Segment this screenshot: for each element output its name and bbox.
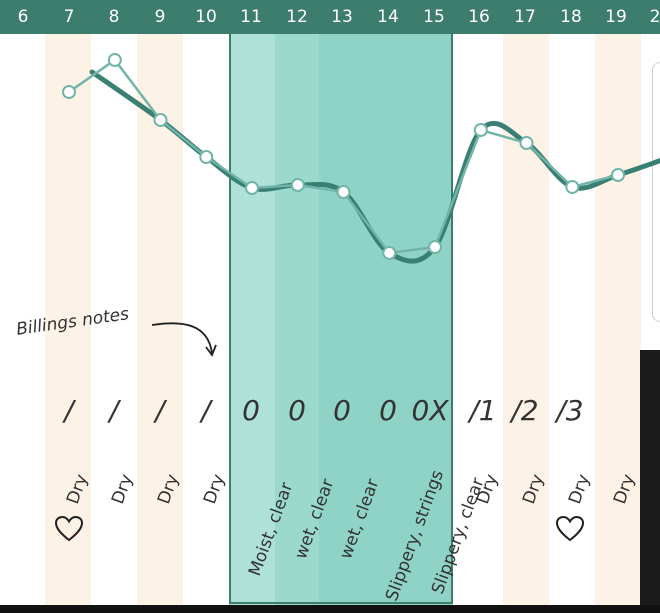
data-point-day-7[interactable]	[62, 85, 76, 99]
score-day-15: 0X	[411, 394, 449, 427]
day-8[interactable]: 8	[108, 7, 120, 27]
data-point-day-11[interactable]	[245, 181, 259, 195]
stripe-day-11	[229, 34, 275, 605]
data-points	[62, 53, 625, 260]
data-point-day-13[interactable]	[336, 185, 351, 199]
day-20-partial[interactable]: 2	[649, 7, 660, 27]
day-18[interactable]: 18	[560, 7, 582, 27]
data-point-day-12[interactable]	[290, 178, 305, 192]
stripe-day-7	[45, 34, 91, 605]
data-point-day-9[interactable]	[153, 113, 168, 127]
score-day-18: /3	[556, 394, 584, 427]
day-14[interactable]: 14	[377, 7, 399, 27]
day-header: 6 7 8 9 10 11 12 13 14 15 16 17 18 19 2	[0, 0, 660, 34]
stripe-day-12	[275, 34, 321, 605]
curved-arrow-icon	[151, 322, 217, 357]
device-edge	[640, 350, 660, 613]
day-7[interactable]: 7	[63, 7, 75, 27]
day-13[interactable]: 13	[331, 7, 353, 27]
day-19[interactable]: 19	[605, 7, 627, 27]
score-day-7: /	[64, 394, 74, 427]
data-point-day-14[interactable]	[382, 246, 397, 260]
data-point-day-17[interactable]	[519, 136, 534, 150]
raw-data-line	[68, 58, 619, 255]
day-16[interactable]: 16	[468, 7, 490, 27]
heart-icon[interactable]	[555, 514, 585, 544]
day-12[interactable]: 12	[286, 7, 308, 27]
day-6[interactable]: 6	[17, 7, 29, 27]
score-day-9: /	[155, 394, 165, 427]
data-point-day-16[interactable]	[473, 123, 488, 137]
day-10[interactable]: 10	[195, 7, 217, 27]
smooth-trend-line	[89, 69, 660, 264]
stripe-days-13-15	[319, 34, 453, 605]
score-day-10: /	[201, 394, 211, 427]
data-point-day-19[interactable]	[611, 168, 625, 182]
score-day-12: 0	[288, 394, 306, 427]
day-9[interactable]: 9	[154, 7, 166, 27]
score-day-11: 0	[242, 394, 260, 427]
score-day-13: 0	[333, 394, 351, 427]
data-point-day-18[interactable]	[565, 180, 580, 194]
day-11[interactable]: 11	[240, 7, 262, 27]
score-day-17: /2	[511, 394, 539, 427]
stripe-day-19	[595, 34, 641, 605]
data-point-day-10[interactable]	[199, 150, 214, 164]
heart-icon[interactable]	[54, 514, 84, 544]
day-17[interactable]: 17	[514, 7, 536, 27]
data-point-day-8[interactable]	[107, 53, 122, 67]
score-day-14: 0	[379, 394, 397, 427]
fertile-window-frame	[229, 34, 453, 604]
score-day-8: /	[109, 394, 119, 427]
day-15[interactable]: 15	[423, 7, 445, 27]
score-day-16: /1	[469, 394, 497, 427]
bottom-bar	[0, 605, 660, 613]
data-point-day-15[interactable]	[428, 240, 442, 254]
